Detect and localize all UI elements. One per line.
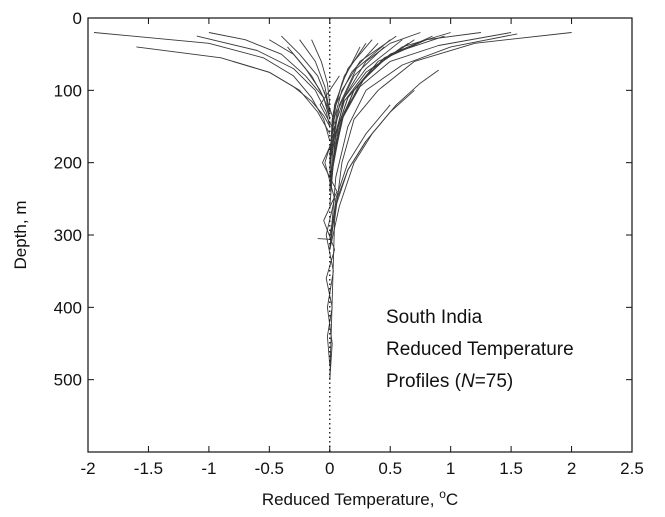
x-tick-label: -1 <box>201 459 216 478</box>
y-tick-label: 0 <box>73 9 82 28</box>
x-tick-label: 2 <box>567 459 576 478</box>
x-tick-label: 2.5 <box>620 459 644 478</box>
profile-line-28 <box>232 60 331 127</box>
annotation-line-3-prefix: Profiles ( <box>386 371 462 392</box>
profile-line-22 <box>329 104 391 250</box>
annotation-line-3: Profiles (N=75) <box>386 371 513 392</box>
profile-line-11 <box>329 42 409 192</box>
x-tick-label: -1.5 <box>134 459 163 478</box>
x-axis-title-sup: o <box>439 487 446 501</box>
profile-line-20 <box>329 69 439 250</box>
x-tick-label: 1 <box>446 459 455 478</box>
profile-line-35 <box>323 90 337 380</box>
annotation-line-2: Reduced Temperature <box>386 339 574 360</box>
y-tick-label: 200 <box>54 154 82 173</box>
profile-line-1 <box>329 32 572 380</box>
profile-line-30 <box>281 35 331 120</box>
profile-line-4 <box>329 32 481 178</box>
profile-line-31 <box>287 46 331 113</box>
profile-line-24 <box>93 32 331 142</box>
profile-line-32 <box>299 39 331 113</box>
y-tick-label: 500 <box>54 371 82 390</box>
x-axis: -2 -1.5 -1 -0.5 0 0.5 1 1.5 2 2.5 <box>80 18 644 478</box>
profile-line-25 <box>136 46 331 134</box>
annotation-line-1: South India <box>386 307 483 328</box>
y-tick-label: 100 <box>54 81 82 100</box>
profile-line-15 <box>329 46 385 163</box>
y-tick-label: 400 <box>54 298 82 317</box>
profile-line-14 <box>329 39 391 163</box>
x-axis-title-unit: C <box>446 490 458 509</box>
profile-line-29 <box>269 39 331 120</box>
x-tick-label: -2 <box>80 459 95 478</box>
x-axis-title: Reduced Temperature, oC <box>262 487 458 509</box>
annotation-line-3-suffix: =75) <box>475 371 514 392</box>
x-tick-label: 0.5 <box>378 459 402 478</box>
x-tick-label: 1.5 <box>499 459 523 478</box>
profile-line-26 <box>196 35 331 127</box>
annotation-line-3-italic: N <box>461 371 475 392</box>
chart-annotation: South India Reduced Temperature Profiles… <box>386 307 574 392</box>
x-axis-title-text: Reduced Temperature, <box>262 490 439 509</box>
y-axis-title: Depth, m <box>11 201 30 270</box>
profile-lines <box>93 32 572 380</box>
profile-line-33 <box>311 39 331 105</box>
profile-line-23 <box>329 140 367 236</box>
profile-line-34 <box>319 75 340 366</box>
y-tick-label: 300 <box>54 226 82 245</box>
profile-line-2 <box>329 33 518 250</box>
x-tick-label: -0.5 <box>255 459 284 478</box>
profile-line-16 <box>329 42 379 156</box>
y-axis: 0 100 200 300 400 500 <box>54 9 632 390</box>
x-tick-label: 0 <box>325 459 334 478</box>
